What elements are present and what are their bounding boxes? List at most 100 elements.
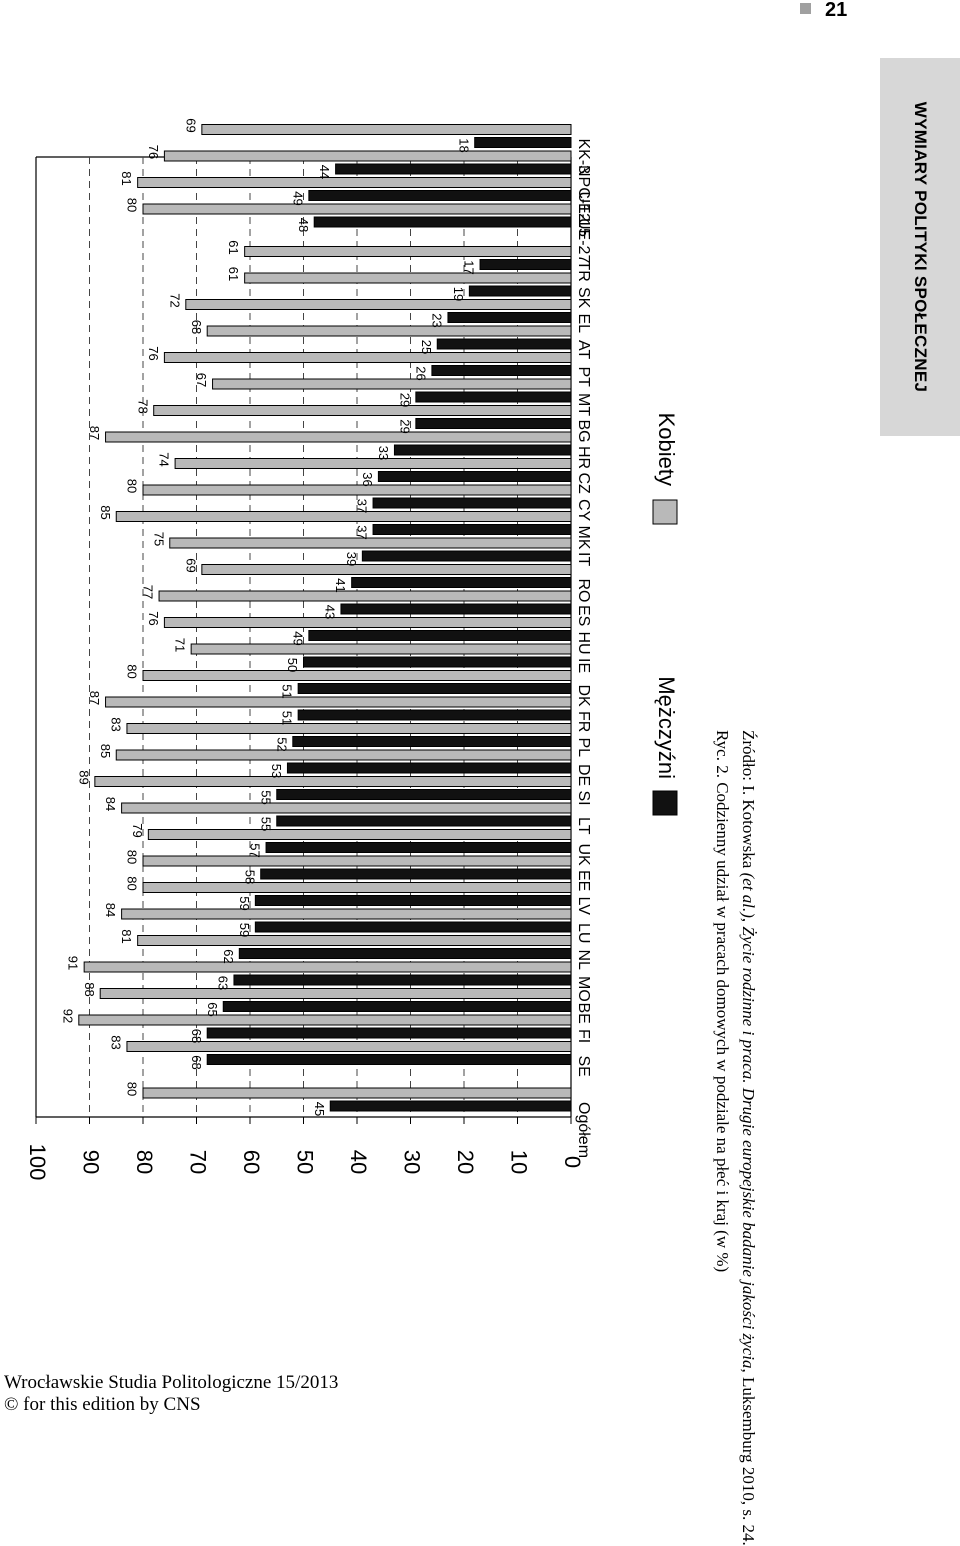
data-label-men: 59 [237,923,252,937]
category-label: EL [575,314,592,334]
data-label-men: 39 [344,552,359,566]
bar-men [415,391,572,403]
category-label: NL [575,950,592,971]
category-label: PL [575,738,592,758]
tick-label: 20 [453,1150,478,1174]
bar-men [308,630,572,641]
data-label-women: 76 [146,145,161,159]
category-label: MO [575,976,592,1002]
data-label-women: 80 [125,479,140,493]
bar-men [335,163,572,175]
data-label-women: 77 [141,585,156,599]
data-label-women: 76 [146,611,161,625]
data-label-men: 37 [355,525,370,539]
data-label-women: 91 [66,956,81,970]
data-label-men: 53 [269,764,284,778]
category-label: Ogółem [575,1102,592,1158]
bar-men [340,603,572,615]
data-label-women: 78 [135,399,150,413]
tick-label: 60 [239,1150,264,1174]
tick-label: 40 [346,1150,371,1174]
bar-women [78,1014,572,1026]
data-label-women: 75 [151,532,166,546]
bar-women [158,590,572,602]
tick-label: 30 [400,1150,425,1174]
category-label: DE [575,764,592,786]
bar-women [174,458,572,469]
tick-label: 80 [132,1150,157,1174]
category-label: HU [575,632,592,655]
bar-men [377,471,572,482]
data-label-women: 92 [60,1009,75,1023]
bar-men [254,921,572,933]
category-label: TR [575,261,592,282]
data-label-women: 80 [125,850,140,864]
category-label: SK [575,287,592,309]
category-label: ES [575,605,592,626]
tick-label: 10 [507,1150,532,1174]
bar-men [260,868,572,880]
data-label-men: 25 [419,340,434,354]
bar-men [329,1100,572,1112]
data-label-men: 68 [189,1055,204,1069]
data-label-women: 80 [125,876,140,890]
data-label-men: 57 [248,843,263,857]
bar-women [206,325,572,337]
tick-label: 0 [560,1156,585,1168]
bar-women [105,696,572,708]
bar-men [393,444,572,456]
bar-men [222,1001,572,1012]
category-label: LT [575,817,592,835]
bar-women [147,829,572,840]
tick-label: 100 [25,1144,50,1181]
data-label-women: 84 [103,797,118,811]
bar-women [142,484,572,496]
copyright-note: © for this edition by CNS [4,1394,201,1415]
category-label: MT [575,393,592,416]
data-label-women: 81 [119,171,134,185]
data-label-women: 87 [87,691,102,705]
bar-women [142,855,572,867]
data-label-women: 79 [130,823,145,837]
section-tab: WYMIARY POLITYKI SPOŁECZNEJ [880,58,960,436]
category-label: KK-3 [575,139,592,175]
data-label-men: 19 [451,287,466,301]
data-label-men: 45 [312,1102,327,1116]
bar-women [201,564,572,575]
bar-women [83,961,572,973]
data-label-men: 65 [205,1002,220,1016]
bar-men [265,842,572,853]
bar-men [474,137,572,148]
data-label-women: 80 [125,664,140,678]
data-label-men: 50 [285,658,300,672]
category-label: SE [575,1056,592,1077]
bar-women [126,723,572,734]
legend-label-women: Kobiety [654,413,679,486]
bar-women [137,935,572,946]
category-label: FR [575,711,592,732]
bar-women [94,776,572,787]
category-label: MK [575,526,592,550]
category-label: BE [575,1003,592,1024]
data-label-women: 69 [183,558,198,572]
square-bullet-icon [800,3,811,14]
bar-women [163,617,572,628]
bar-women [142,670,572,681]
bar-women [201,124,572,135]
figure-caption: Ryc. 2. Codzienny udział w pracach domow… [713,730,732,1273]
data-label-women: 67 [194,373,209,387]
bar-chart: 0 10 20 30 40 50 60 70 80 90 100 80 45 Ogółem 83 68 SE 92… [25,118,679,1181]
data-label-women: 85 [98,744,113,758]
bar-women [142,882,572,893]
data-label-men: 51 [280,684,295,698]
bar-women [212,378,572,390]
page-number: 21 [800,0,847,20]
category-label: IT [575,552,592,566]
bar-men [447,312,572,323]
legend-swatch-women [652,499,678,525]
data-label-men: 33 [376,446,391,460]
bar-men [372,497,572,509]
tick-label: 50 [293,1150,318,1174]
data-label-women: 83 [109,717,124,731]
category-label: EE [575,870,592,891]
